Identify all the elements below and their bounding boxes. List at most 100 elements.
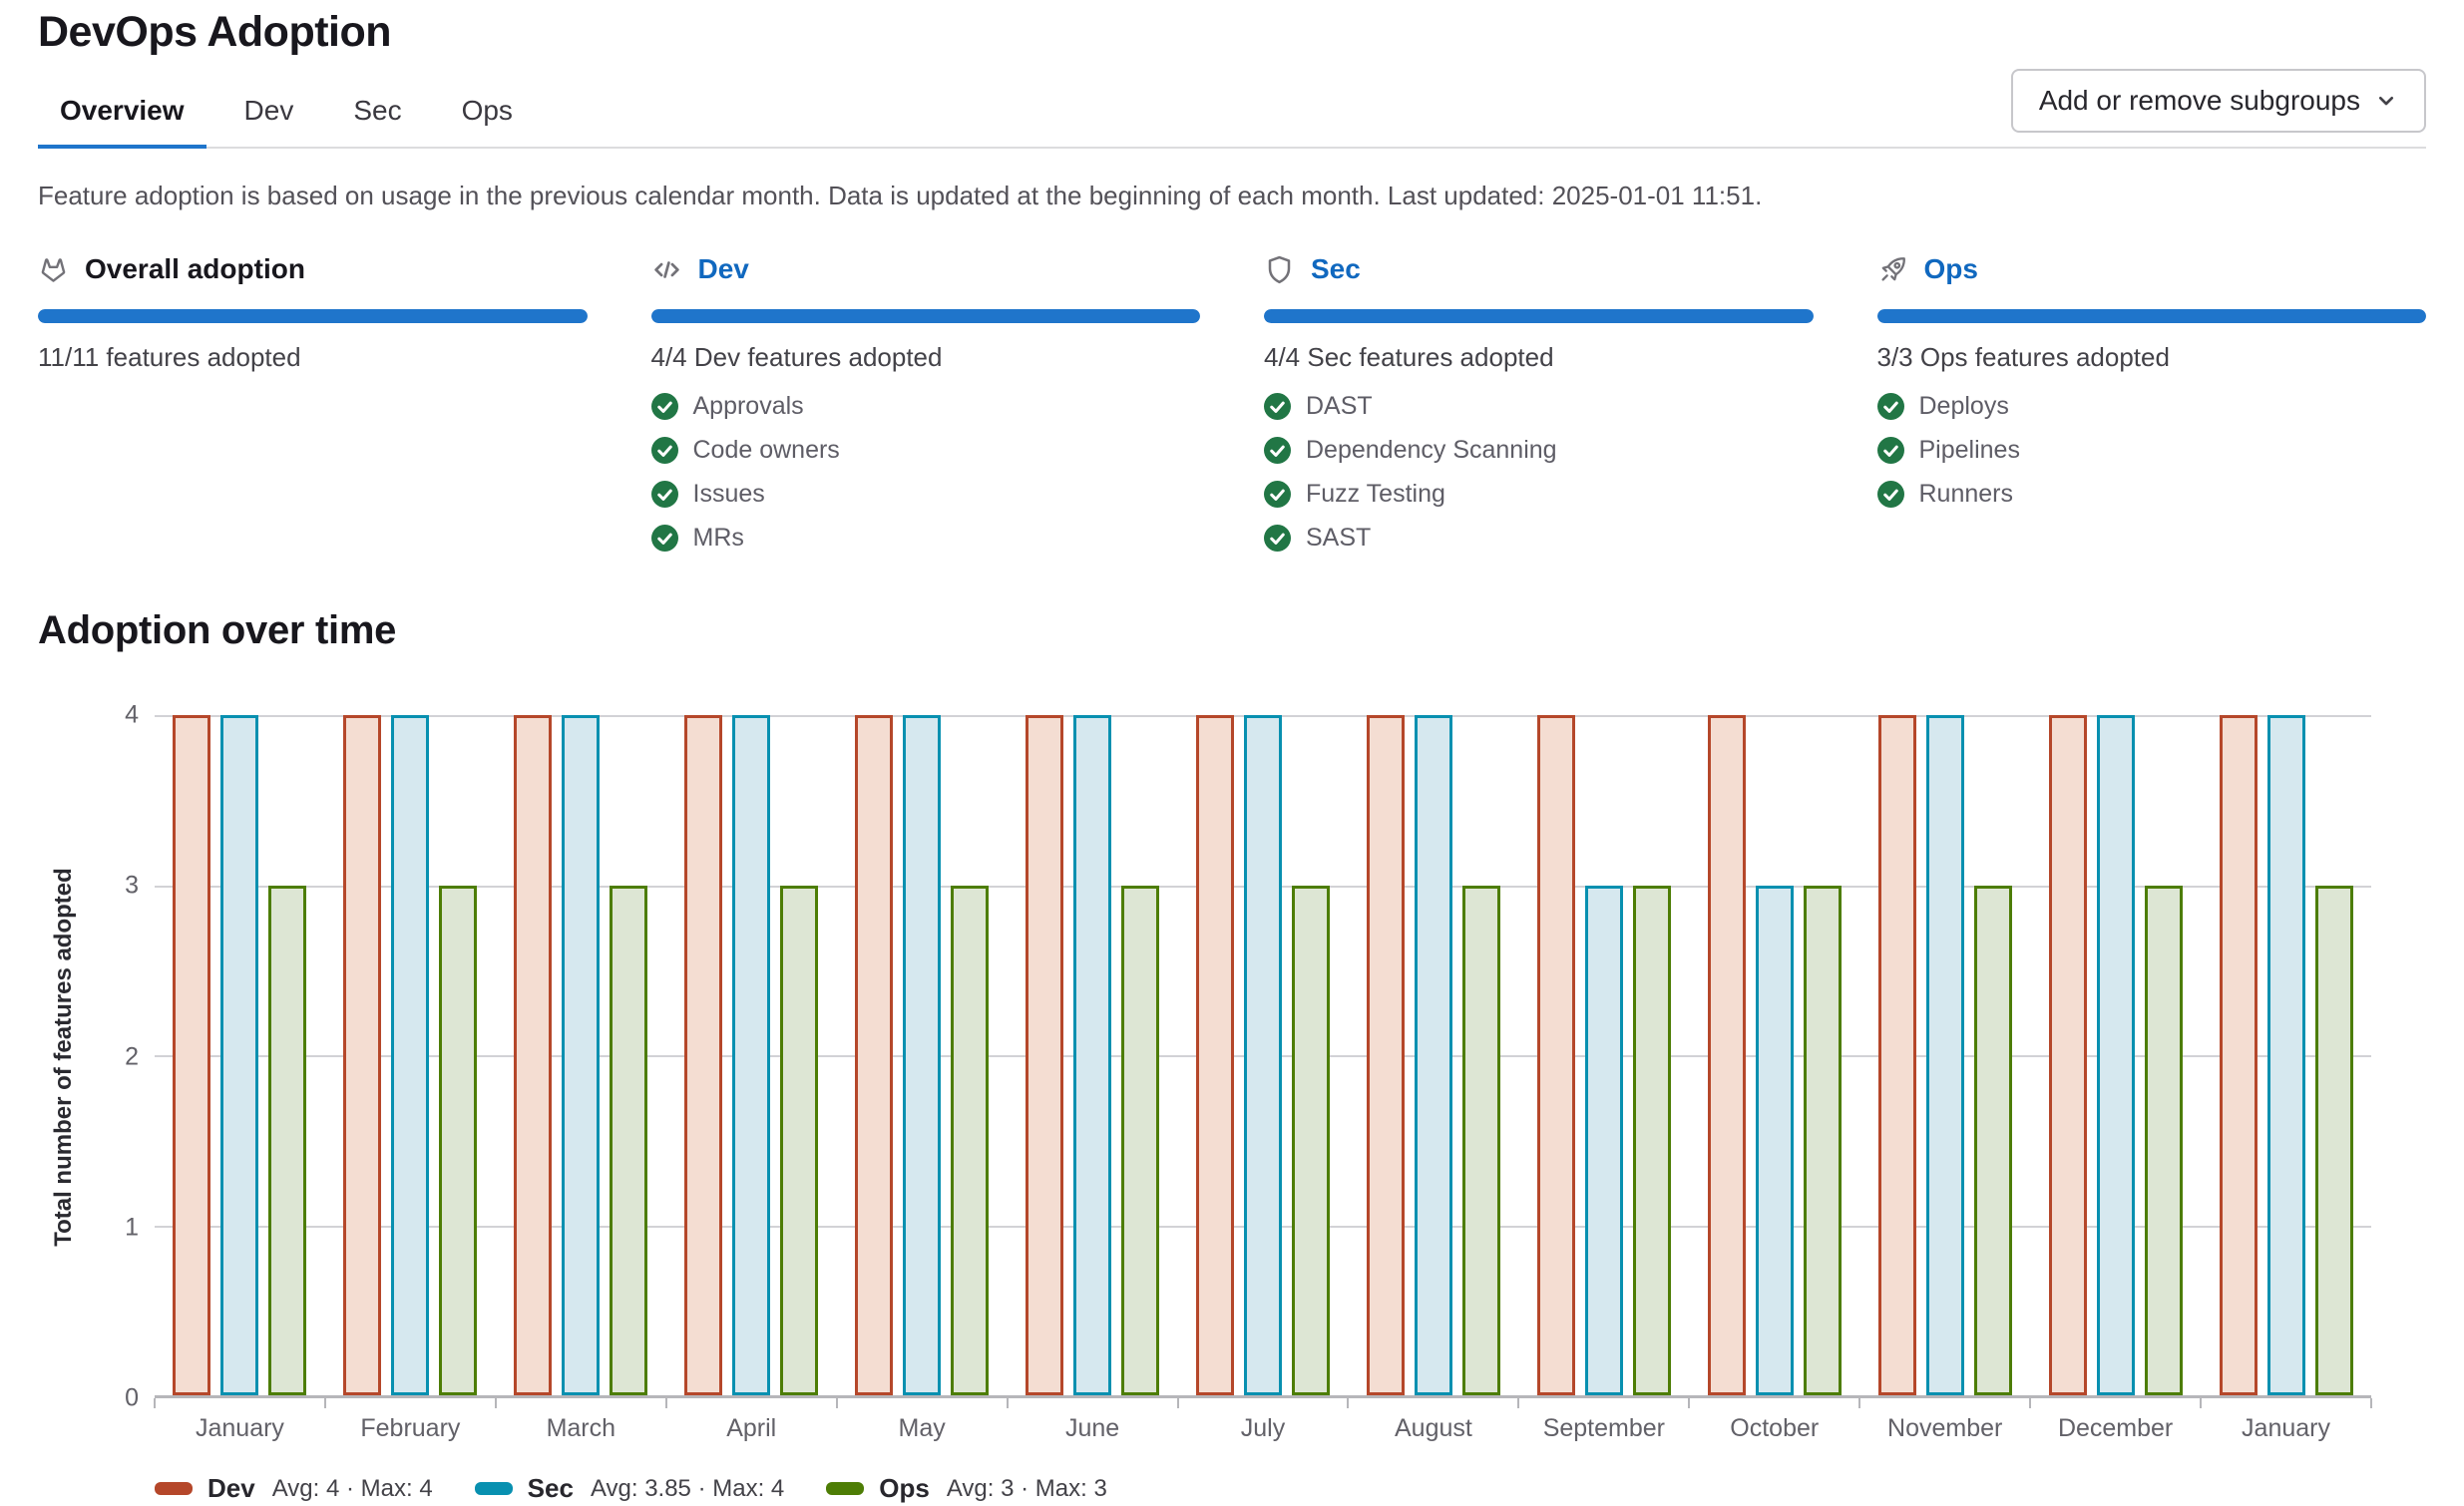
legend-swatch-sec: [474, 1482, 513, 1495]
y-tick-label-3: 3: [125, 871, 139, 900]
bar-dev-june: [1026, 715, 1064, 1395]
card-header: Sec: [1264, 253, 1814, 285]
x-axis-tick: [835, 1398, 838, 1408]
feature-label: MRs: [692, 524, 744, 552]
x-axis-label-december: December: [2057, 1414, 2174, 1442]
y-tick-label-0: 0: [125, 1383, 139, 1412]
check-circle-icon: [650, 525, 678, 552]
category-group-april: [666, 715, 837, 1395]
adoption-card-overall-adoption: Overall adoption 11/11 features adopted: [38, 253, 588, 553]
tabs-bar: Overview Dev Sec Ops Add or remove subgroup…: [38, 69, 2426, 149]
y-axis-title-area: Total number of features adopted: [38, 715, 90, 1398]
legend-swatch-ops: [826, 1482, 865, 1495]
bar-groups: [155, 715, 2371, 1395]
bar-ops-december: [2144, 885, 2183, 1395]
bar-sec-march: [562, 715, 601, 1395]
category-group-october: [1689, 715, 1859, 1395]
x-axis-tick: [2029, 1398, 2032, 1408]
bar-dev-october: [1707, 715, 1746, 1395]
category-group-march: [496, 715, 666, 1395]
card-title-dev[interactable]: Dev: [697, 253, 749, 284]
y-tick-label-2: 2: [125, 1042, 139, 1070]
page-title: DevOps Adoption: [38, 8, 392, 56]
card-header: Ops: [1877, 253, 2427, 285]
x-axis-label-february: February: [360, 1414, 461, 1442]
x-axis-label-october: October: [1730, 1414, 1820, 1442]
tab-dev[interactable]: Dev: [243, 95, 294, 126]
card-title-ops[interactable]: Ops: [1923, 253, 1978, 284]
feature-label: SAST: [1306, 524, 1372, 552]
check-circle-icon: [650, 481, 678, 508]
x-axis-tick: [664, 1398, 667, 1408]
features-adopted-label: 3/3 Ops features adopted: [1876, 342, 2170, 372]
bar-ops-january: [2314, 885, 2353, 1395]
category-group-november: [1859, 715, 2030, 1395]
category-group-may: [837, 715, 1008, 1395]
card-title-sec[interactable]: Sec: [1311, 253, 1361, 284]
adoption-progress-fill: [1876, 309, 2426, 323]
tab-ops[interactable]: Ops: [461, 95, 513, 126]
feature-list: DAST Dependency Scanning Fuzz Testing SAST: [1264, 392, 1814, 553]
x-axis-label-january: January: [2242, 1414, 2330, 1442]
feature-label: Deploys: [1918, 392, 2009, 420]
x-axis-label-september: September: [1542, 1414, 1665, 1442]
feature-item-issues: Issues: [650, 480, 1201, 509]
bar-ops-july: [1291, 885, 1330, 1395]
feature-item-deploys: Deploys: [1876, 392, 2427, 421]
x-axis-label-april: April: [726, 1414, 777, 1442]
x-axis-tick: [1006, 1398, 1009, 1408]
tanuki-icon: [38, 254, 69, 285]
legend-item-ops[interactable]: Ops Avg: 3 · Max: 3: [826, 1473, 1107, 1504]
category-group-december: [2030, 715, 2201, 1395]
bar-sec-january: [2266, 715, 2305, 1395]
bar-dev-november: [1877, 715, 1916, 1395]
plot-area: [155, 715, 2371, 1398]
feature-item-pipelines: Pipelines: [1876, 436, 2427, 465]
bar-ops-august: [1461, 885, 1500, 1395]
bar-dev-january: [173, 715, 211, 1395]
legend-series-name: Sec: [527, 1473, 574, 1503]
x-axis-tick: [1347, 1398, 1350, 1408]
x-axis-ticks: [154, 1398, 2372, 1408]
bar-dev-august: [1366, 715, 1405, 1395]
feature-label: Approvals: [692, 392, 804, 420]
legend-swatch-dev: [155, 1482, 193, 1495]
feature-item-sast: SAST: [1264, 524, 1814, 553]
tab-overview[interactable]: Overview: [38, 79, 206, 149]
x-axis-label-may: May: [898, 1414, 946, 1442]
adoption-card-dev: Dev 4/4 Dev features adopted Approvals Code…: [650, 253, 1201, 553]
check-circle-icon: [650, 437, 678, 464]
code-icon: [651, 254, 682, 285]
feature-label: DAST: [1306, 392, 1373, 420]
feature-label: Issues: [692, 480, 765, 508]
legend-item-sec[interactable]: Sec Avg: 3.85 · Max: 4: [474, 1473, 784, 1504]
category-group-september: [1518, 715, 1689, 1395]
bar-sec-august: [1414, 715, 1452, 1395]
bar-ops-april: [780, 885, 819, 1395]
check-circle-icon: [1264, 481, 1291, 508]
bar-sec-may: [903, 715, 942, 1395]
bar-ops-june: [1121, 885, 1160, 1395]
chart-section-title: Adoption over time: [38, 608, 397, 652]
bar-sec-june: [1073, 715, 1112, 1395]
bar-sec-july: [1243, 715, 1282, 1395]
bar-dev-may: [855, 715, 894, 1395]
feature-label: Code owners: [692, 436, 840, 464]
x-axis-labels: January February March April May June July Augu…: [155, 1414, 2371, 1443]
legend-item-dev[interactable]: Dev Avg: 4 · Max: 4: [155, 1473, 433, 1504]
adoption-over-time-chart: Total number of features adopted 0 1 2 3 4 J…: [38, 701, 2426, 1504]
category-group-january: [155, 715, 325, 1395]
feature-item-approvals: Approvals: [650, 392, 1201, 421]
adoption-progress-fill: [1264, 309, 1814, 323]
x-axis-label-august: August: [1394, 1414, 1472, 1442]
chart-legend: Dev Avg: 4 · Max: 4 Sec Avg: 3.85 · Max: 4 O…: [155, 1473, 2426, 1504]
feature-list: Deploys Pipelines Runners: [1876, 392, 2427, 509]
last-updated-info: Feature adoption is based on usage in th…: [38, 181, 1763, 210]
card-header: Dev: [651, 253, 1201, 285]
bar-sec-december: [2096, 715, 2135, 1395]
add-or-remove-subgroups-button[interactable]: Add or remove subgroups: [2010, 69, 2426, 133]
y-tick-label-4: 4: [125, 700, 139, 729]
chevron-down-icon: [2374, 89, 2398, 113]
tab-sec[interactable]: Sec: [353, 95, 402, 126]
adoption-progress-fill: [38, 309, 588, 323]
